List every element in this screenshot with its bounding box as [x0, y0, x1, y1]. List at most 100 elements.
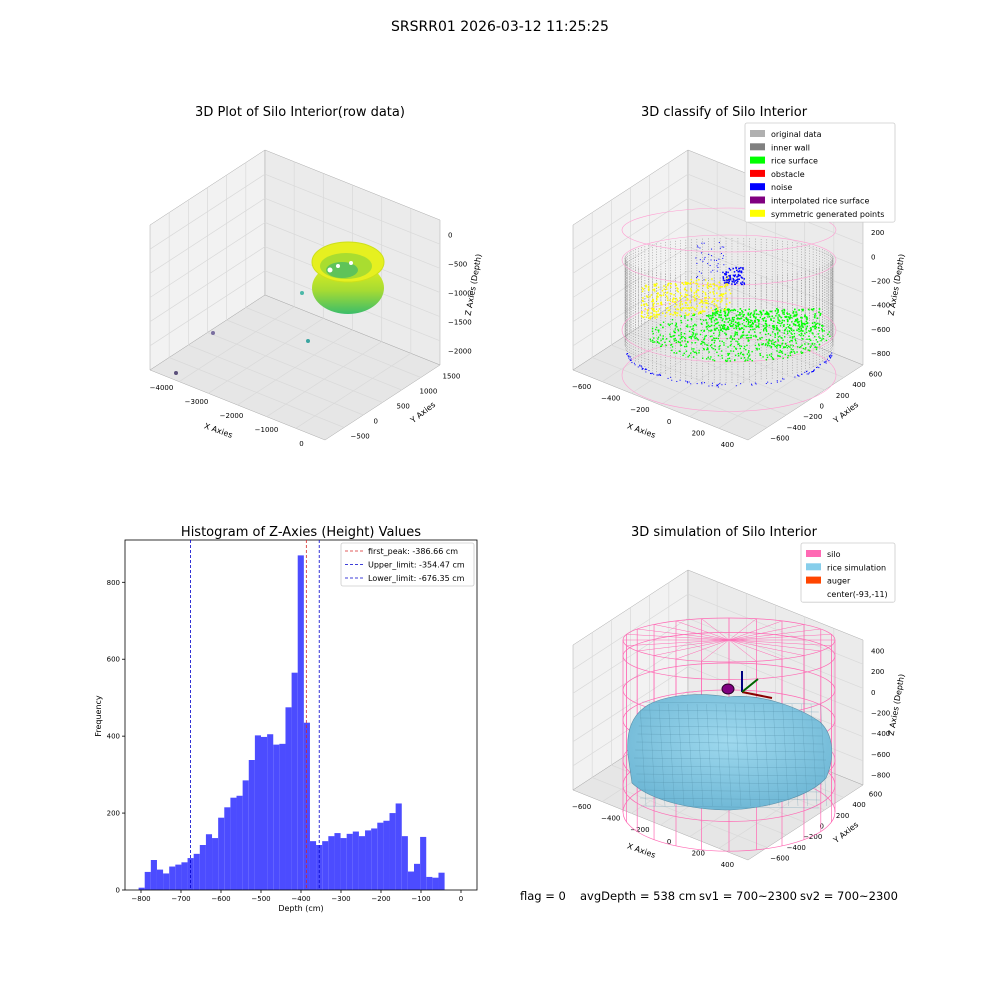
rice-surface-point: [723, 310, 725, 313]
rice-surface-point: [732, 323, 735, 326]
symmetric-point: [697, 313, 700, 315]
rice-surface-point: [693, 314, 695, 316]
symmetric-point: [677, 290, 679, 293]
symmetric-point: [646, 312, 648, 314]
rice-surface-point: [781, 337, 783, 339]
rice-surface-point: [801, 351, 804, 354]
rice-surface-point: [715, 310, 717, 313]
silo-roof-line: [653, 639, 730, 656]
rice-surface-point: [765, 358, 768, 361]
symmetric-point: [676, 287, 678, 289]
rice-surface-point: [783, 320, 786, 322]
rice-surface-point: [748, 308, 751, 311]
hist-bar: [236, 795, 243, 890]
rice-surface-point: [733, 327, 735, 330]
rice-surface-point: [669, 323, 671, 326]
symmetric-point: [684, 302, 687, 304]
rice-surface-point: [754, 319, 756, 322]
rice-surface-point: [751, 322, 754, 325]
symmetric-point: [708, 296, 711, 299]
rice-surface-point: [707, 315, 709, 317]
symmetric-point: [674, 306, 676, 308]
rice-surface-point: [679, 341, 681, 344]
legend-label: inner wall: [771, 143, 810, 152]
symmetric-point: [685, 294, 688, 296]
rice-surface-point: [790, 344, 792, 346]
x-tick-label: 400: [721, 861, 734, 869]
rice-surface-point: [713, 359, 716, 362]
symmetric-point: [702, 291, 704, 293]
symmetric-point: [690, 306, 692, 309]
rice-surface-point: [777, 311, 779, 313]
symmetric-point: [666, 297, 669, 299]
rice-surface-point: [695, 337, 697, 339]
rice-surface-point: [800, 321, 803, 324]
rice-surface-point: [735, 348, 737, 350]
rice-surface-point: [710, 314, 712, 317]
rice-surface-point: [684, 337, 686, 339]
noise-point: [631, 362, 633, 364]
rice-surface-point: [737, 325, 739, 327]
rice-surface-point: [708, 316, 710, 318]
rice-surface-point: [749, 358, 751, 360]
rice-surface-point: [695, 353, 698, 355]
hist-bar: [205, 834, 213, 890]
rice-surface-point: [789, 341, 791, 343]
noise-point: [721, 384, 723, 386]
rice-surface-point: [802, 326, 804, 329]
noise-point: [830, 354, 832, 356]
rice-surface-point: [798, 309, 800, 311]
hist-bar: [395, 803, 402, 890]
rice-surface-point: [670, 344, 672, 346]
rice-surface-point: [740, 317, 743, 320]
rice-surface-point: [765, 326, 767, 329]
mesh-line: [763, 703, 770, 807]
rice-surface-point: [816, 341, 819, 343]
symmetric-point: [696, 294, 699, 297]
rice-surface-point: [694, 335, 697, 337]
symmetric-point: [665, 311, 668, 314]
symmetric-point: [652, 308, 655, 310]
rice-surface-point: [732, 309, 734, 312]
rice-surface-point: [801, 344, 803, 346]
x-tick-label: 0: [299, 440, 303, 448]
rice-surface-point: [735, 327, 738, 330]
rice-surface-point: [757, 339, 759, 341]
symmetric-point: [686, 282, 689, 284]
noise-point: [629, 356, 631, 358]
noise-point: [626, 353, 628, 355]
legend-swatch: [750, 130, 765, 137]
noise-point: [725, 272, 727, 274]
rice-surface-point: [718, 331, 721, 333]
symmetric-point: [710, 307, 712, 309]
rice-surface-point: [692, 350, 694, 352]
rice-surface-point: [724, 315, 727, 318]
legend-label: Upper_limit: -354.47 cm: [368, 561, 465, 570]
raw-outlier-point: [211, 331, 215, 335]
rice-surface-point: [795, 342, 797, 344]
symmetric-point: [698, 311, 700, 314]
rice-surface-point: [743, 319, 745, 321]
rice-surface-point: [772, 358, 774, 360]
rice-surface-point: [801, 330, 804, 332]
symmetric-point: [665, 295, 668, 297]
silo-roof-line: [637, 628, 730, 641]
rice-surface-point: [791, 333, 793, 336]
symmetric-point: [667, 283, 670, 285]
rice-surface-point: [774, 334, 777, 336]
mesh-line: [715, 703, 723, 807]
rice-surface-point: [767, 316, 769, 318]
noise-point: [722, 277, 725, 280]
rice-surface-point: [673, 338, 675, 340]
symmetric-point: [643, 303, 645, 306]
noise-point: [717, 386, 719, 388]
rice-surface-point: [772, 320, 775, 323]
rice-surface-point: [725, 360, 728, 362]
rice-surface-point: [686, 324, 689, 326]
noise-point: [724, 273, 727, 276]
rice-surface-point: [776, 321, 779, 324]
symmetric-point: [658, 313, 660, 316]
symmetric-point: [724, 308, 727, 311]
raw-ring-inner: [326, 262, 358, 278]
